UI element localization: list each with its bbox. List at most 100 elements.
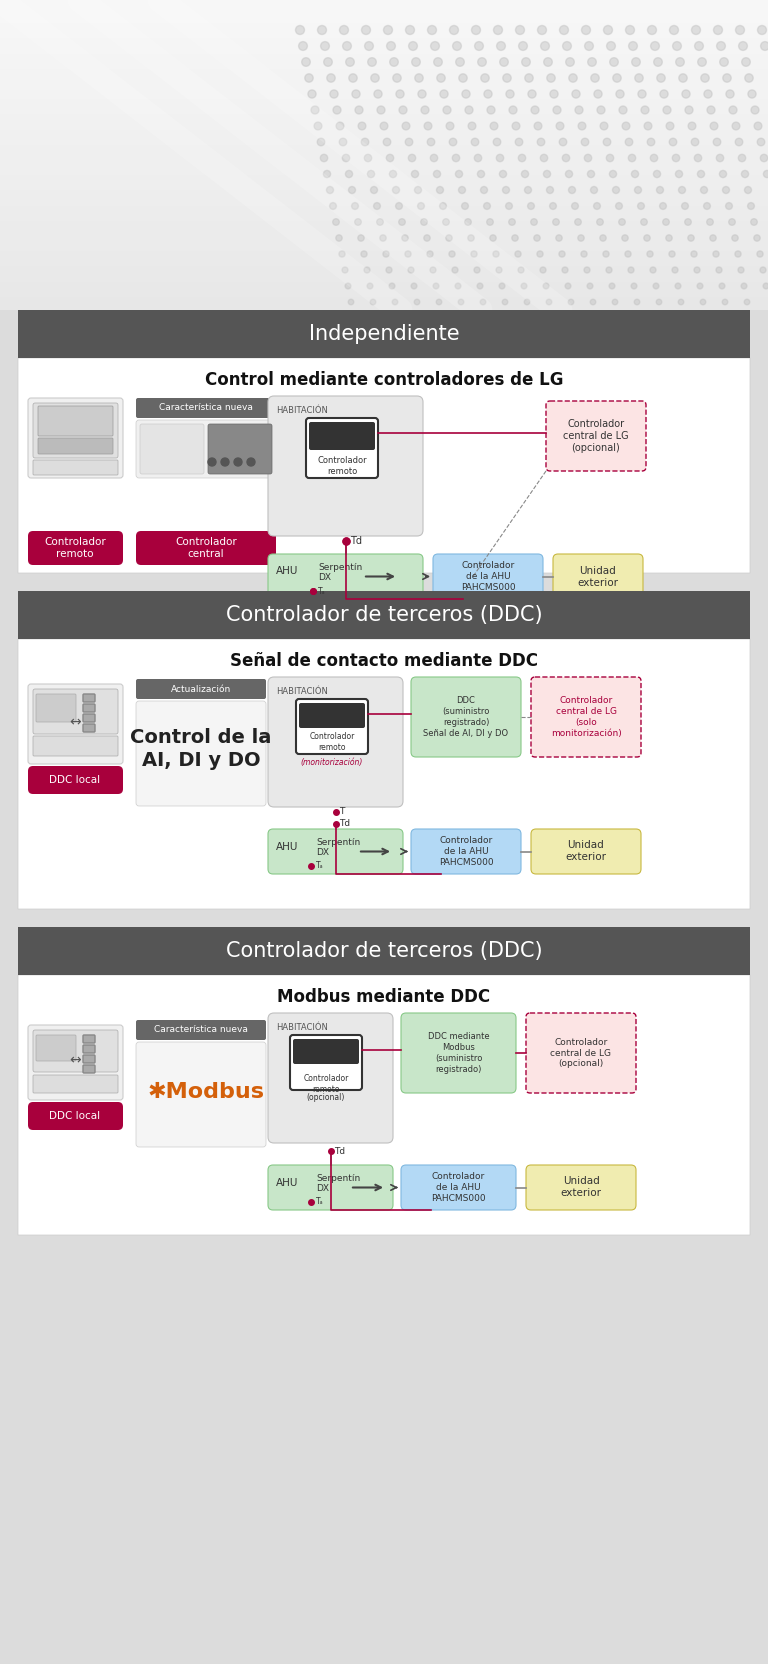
Circle shape	[544, 58, 552, 67]
Circle shape	[374, 90, 382, 98]
Text: Control de la
AI, DI y DO: Control de la AI, DI y DO	[131, 729, 272, 770]
Circle shape	[591, 186, 598, 193]
Circle shape	[666, 235, 672, 241]
Circle shape	[678, 186, 686, 193]
Circle shape	[427, 251, 433, 258]
Circle shape	[496, 155, 504, 161]
Text: (monitorización): (monitorización)	[301, 757, 363, 767]
Circle shape	[597, 218, 604, 225]
Text: Modbus mediante DDC: Modbus mediante DDC	[277, 988, 491, 1007]
Circle shape	[402, 235, 409, 241]
Circle shape	[389, 58, 399, 67]
Circle shape	[650, 42, 660, 50]
Circle shape	[368, 58, 376, 67]
Circle shape	[717, 42, 726, 50]
Text: Serpentín
DX: Serpentín DX	[318, 562, 362, 582]
Circle shape	[409, 42, 417, 50]
Circle shape	[327, 73, 335, 82]
Circle shape	[330, 90, 338, 98]
Circle shape	[760, 42, 768, 50]
Circle shape	[723, 186, 730, 193]
FancyBboxPatch shape	[83, 1035, 95, 1043]
Circle shape	[490, 235, 496, 241]
Circle shape	[518, 155, 526, 161]
Circle shape	[748, 90, 756, 98]
Circle shape	[543, 283, 549, 290]
Circle shape	[449, 251, 455, 258]
Circle shape	[452, 266, 458, 273]
Text: Característica nueva: Característica nueva	[154, 1025, 248, 1035]
Circle shape	[208, 458, 216, 466]
Circle shape	[584, 42, 594, 50]
FancyBboxPatch shape	[136, 531, 276, 566]
Circle shape	[421, 106, 429, 115]
Circle shape	[480, 300, 486, 305]
Circle shape	[499, 170, 507, 178]
Circle shape	[323, 170, 330, 178]
Circle shape	[697, 283, 703, 290]
Circle shape	[478, 58, 486, 67]
Circle shape	[339, 25, 349, 35]
Circle shape	[685, 106, 693, 115]
Circle shape	[647, 25, 657, 35]
Circle shape	[751, 106, 759, 115]
Circle shape	[694, 266, 700, 273]
Circle shape	[302, 58, 310, 67]
Circle shape	[362, 25, 370, 35]
FancyBboxPatch shape	[290, 1035, 362, 1090]
Circle shape	[694, 155, 702, 161]
Circle shape	[511, 235, 518, 241]
Circle shape	[632, 58, 641, 67]
FancyBboxPatch shape	[268, 1013, 393, 1143]
Text: DDC local: DDC local	[49, 1112, 101, 1122]
Circle shape	[389, 170, 396, 178]
Circle shape	[565, 170, 573, 178]
Text: Tₐ: Tₐ	[318, 586, 326, 596]
Circle shape	[604, 25, 613, 35]
Circle shape	[713, 25, 723, 35]
Circle shape	[597, 106, 605, 115]
Circle shape	[475, 155, 482, 161]
Text: Controlador
remoto: Controlador remoto	[310, 732, 355, 752]
Circle shape	[757, 251, 763, 258]
Text: Controlador
de la AHU
PAHCMS000: Controlador de la AHU PAHCMS000	[431, 1171, 486, 1203]
Circle shape	[654, 170, 660, 178]
Circle shape	[635, 73, 644, 82]
Circle shape	[622, 235, 628, 241]
Circle shape	[616, 203, 622, 210]
Circle shape	[676, 58, 684, 67]
Text: ↔: ↔	[69, 1053, 81, 1067]
Circle shape	[700, 186, 707, 193]
Circle shape	[707, 106, 715, 115]
Circle shape	[383, 138, 391, 146]
FancyBboxPatch shape	[306, 418, 378, 478]
Circle shape	[494, 25, 502, 35]
FancyBboxPatch shape	[553, 554, 643, 599]
Circle shape	[468, 121, 476, 130]
FancyBboxPatch shape	[18, 310, 750, 358]
Circle shape	[559, 251, 565, 258]
Circle shape	[348, 300, 354, 305]
Circle shape	[694, 42, 703, 50]
Circle shape	[691, 25, 700, 35]
Circle shape	[396, 203, 402, 210]
Circle shape	[537, 251, 543, 258]
Circle shape	[408, 266, 414, 273]
Circle shape	[560, 25, 568, 35]
Circle shape	[590, 300, 596, 305]
Circle shape	[735, 138, 743, 146]
Circle shape	[424, 235, 430, 241]
Circle shape	[487, 218, 493, 225]
Circle shape	[472, 25, 481, 35]
Circle shape	[352, 203, 359, 210]
Circle shape	[606, 266, 612, 273]
Circle shape	[610, 58, 618, 67]
Circle shape	[587, 283, 593, 290]
FancyBboxPatch shape	[526, 1165, 636, 1210]
Circle shape	[452, 42, 462, 50]
Text: AHU: AHU	[276, 566, 299, 576]
Circle shape	[358, 235, 364, 241]
Circle shape	[736, 25, 744, 35]
Circle shape	[547, 186, 554, 193]
Text: Característica nueva: Característica nueva	[159, 403, 253, 413]
